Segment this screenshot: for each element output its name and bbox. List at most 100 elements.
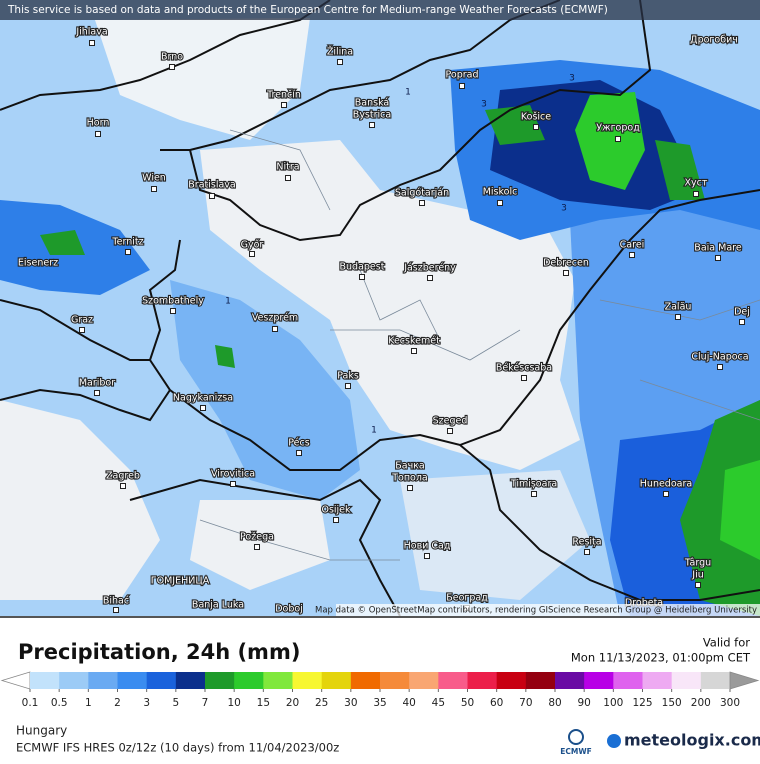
city-label: Požega [240, 532, 274, 543]
scale-box [292, 672, 323, 689]
city-label: Târgu [684, 558, 711, 569]
legend-title: Precipitation, 24h (mm) [18, 640, 300, 664]
city-marker [359, 274, 365, 280]
scale-tick-label: 90 [577, 697, 590, 709]
city-marker [79, 327, 85, 333]
city-label: Salgótarján [395, 188, 449, 199]
contour-labels: 1 3 3 3 1 1 [225, 74, 575, 436]
scale-box [321, 672, 352, 689]
city-label: Brno [161, 52, 183, 63]
wet-area [215, 345, 235, 368]
dry-area [400, 470, 590, 600]
scale-tick-label: 0.5 [51, 697, 68, 709]
city-label: Ужгород [596, 123, 640, 134]
city-marker [333, 517, 339, 523]
scale-box [467, 672, 498, 689]
wet-area [655, 140, 705, 200]
city-label: Hunedoara [640, 479, 692, 490]
city-label: Szombathely [142, 296, 204, 307]
city-marker [533, 124, 539, 130]
city-label: Horn [87, 118, 110, 129]
city-label: Nagykanizsa [173, 393, 233, 404]
scale-box [525, 672, 556, 689]
map: 1 3 3 3 1 1 Jihlava Brno Žilina Дрогобич Poprad Tr… [0, 0, 760, 617]
city-label: Jászberény [403, 263, 456, 274]
wet-area [575, 92, 645, 190]
city-marker [369, 122, 375, 128]
admin-lines [199, 129, 760, 561]
city-label: Bystrica [353, 110, 391, 121]
border [160, 0, 561, 151]
contour-label: 3 [561, 204, 567, 214]
scale-tick-label: 60 [490, 697, 503, 709]
city-label: Trenčín [266, 90, 301, 101]
city-marker [615, 136, 621, 142]
city-marker [249, 251, 255, 257]
city-label: ГОМЈЕНИЦА [151, 576, 210, 587]
city-marker [120, 483, 126, 489]
city-label: Žilina [327, 46, 353, 58]
city-marker [629, 252, 635, 258]
city-marker [169, 64, 175, 70]
city-label: Košice [521, 112, 551, 123]
city-label: Poprad [446, 70, 479, 81]
scale-tick-label: 10 [227, 697, 240, 709]
city-marker [230, 481, 236, 487]
scale-under [0, 671, 31, 690]
wet-area [720, 460, 760, 560]
scale-tick-label: 2 [114, 697, 121, 709]
city-marker [419, 200, 425, 206]
city-marker [427, 275, 433, 281]
scale-box [438, 672, 468, 689]
city-marker [272, 326, 278, 332]
dry-area [0, 400, 160, 600]
city-label: Cluj-Napoca [691, 352, 748, 363]
city-marker [717, 364, 723, 370]
dry-area [95, 18, 310, 140]
scale-tick-label: 300 [720, 697, 740, 709]
scale-tick-label: 80 [548, 697, 561, 709]
logo-icon [568, 729, 584, 745]
city-label: Banja Luka [192, 600, 244, 611]
scale-tick-label: 1 [85, 697, 92, 709]
city-label: Топола [391, 473, 428, 484]
scale-box [555, 672, 585, 689]
scale-box [584, 672, 614, 689]
city-label: Békéscsaba [496, 363, 552, 374]
city-label: Győr [241, 240, 264, 251]
city-label: Doboj [275, 604, 303, 615]
attribution: Map data © OpenStreetMap contributors, r… [315, 606, 757, 616]
scale-box [700, 672, 731, 689]
scale-tick-label: 0.1 [22, 697, 39, 709]
model-info: ECMWF IFS HRES 0z/12z (10 days) from 11/… [16, 741, 339, 755]
notice-bar [0, 0, 760, 20]
border [0, 388, 171, 422]
contour-label: 1 [405, 88, 411, 98]
scale-box [350, 672, 381, 689]
cities: Jihlava Brno Žilina Дрогобич Poprad Trenčín Ba… [17, 25, 751, 615]
city-marker [424, 553, 430, 559]
city-label: Baia Mare [694, 243, 742, 254]
city-label: Banská [355, 98, 389, 109]
wet-area [485, 105, 545, 145]
scale-box [146, 672, 177, 689]
city-marker [125, 249, 131, 255]
city-label: Reșița [572, 537, 601, 548]
ecmwf-logo: ECMWF [560, 729, 592, 756]
scale-box [613, 672, 643, 689]
city-marker [296, 450, 302, 456]
city-label: Zalău [665, 302, 692, 313]
city-marker [254, 544, 260, 550]
city-label: Eisenerz [18, 258, 58, 269]
scale-tick-label: 20 [286, 697, 299, 709]
scale-tick-label: 35 [373, 697, 386, 709]
logo-text: meteologix.com [624, 731, 760, 750]
wet-area [170, 280, 360, 500]
city-marker [531, 491, 537, 497]
city-label: Graz [71, 315, 93, 326]
city-label: Virovitica [211, 469, 255, 480]
scale-box [30, 672, 60, 689]
scale-tick-label: 70 [519, 697, 532, 709]
city-marker [281, 102, 287, 108]
